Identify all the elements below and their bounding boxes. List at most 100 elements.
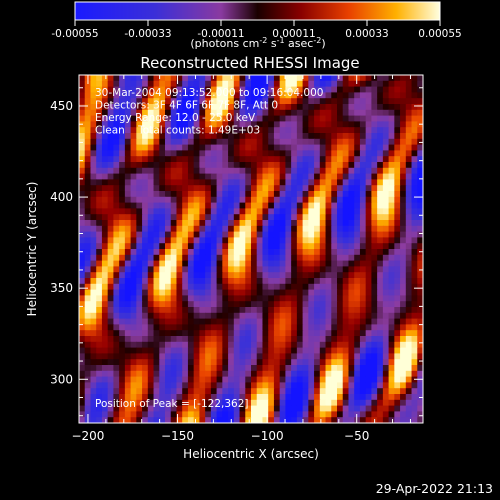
heatmap-cell: [359, 359, 367, 366]
heatmap-cell: [245, 370, 252, 378]
heatmap-cell: [113, 307, 120, 314]
heatmap-cell: [302, 208, 309, 215]
heatmap-cell: [210, 376, 218, 383]
heatmap-cell: [342, 324, 350, 331]
heatmap-cell: [319, 167, 327, 175]
heatmap-cell: [124, 243, 132, 250]
heatmap-cell: [314, 80, 321, 88]
heatmap-cell: [136, 312, 143, 320]
heatmap-cell: [279, 260, 286, 267]
heatmap-cell: [302, 173, 309, 180]
heatmap-cell: [222, 138, 229, 146]
heatmap-cell: [182, 196, 189, 204]
heatmap-cell: [205, 138, 212, 146]
heatmap-cell: [388, 202, 395, 209]
heatmap-cell: [119, 133, 126, 140]
heatmap-cell: [153, 359, 160, 366]
heatmap-cell: [342, 330, 350, 337]
heatmap-cell: [170, 353, 178, 360]
heatmap-cell: [199, 399, 206, 407]
heatmap-cell: [377, 417, 384, 423]
heatmap-cell: [319, 80, 327, 88]
heatmap-cell: [136, 365, 143, 372]
heatmap-cell: [159, 254, 166, 262]
heatmap-cell: [165, 266, 172, 273]
heatmap-cell: [291, 86, 298, 93]
heatmap-cell: [400, 382, 407, 389]
heatmap-cell: [130, 260, 137, 267]
heatmap-cell: [96, 80, 103, 88]
heatmap-cell: [90, 289, 97, 296]
heatmap-cell: [153, 341, 160, 349]
heatmap-cell: [165, 388, 172, 395]
heatmap-cell: [239, 330, 246, 337]
heatmap-cell: [337, 144, 344, 151]
heatmap-cell: [348, 417, 355, 423]
heatmap-cell: [199, 75, 206, 82]
heatmap-cell: [245, 80, 252, 88]
heatmap-cell: [256, 162, 264, 169]
heatmap-cell: [233, 191, 241, 198]
heatmap-cell: [331, 278, 338, 285]
heatmap-cell: [279, 353, 286, 360]
heatmap-cell: [285, 179, 292, 186]
heatmap-cell: [319, 278, 327, 285]
heatmap-cell: [228, 324, 235, 331]
heatmap-cell: [124, 173, 132, 180]
heatmap-cell: [268, 347, 275, 354]
heatmap-cell: [417, 301, 423, 308]
heatmap-cell: [354, 312, 361, 320]
heatmap-cell: [84, 98, 92, 105]
heatmap-cell: [153, 150, 160, 157]
heatmap-cell: [308, 162, 315, 169]
heatmap-cell: [101, 278, 109, 285]
heatmap-cell: [394, 220, 401, 227]
heatmap-cell: [124, 399, 132, 407]
heatmap-cell: [216, 127, 223, 134]
heatmap-cell: [377, 115, 384, 122]
heatmap-cell: [205, 80, 212, 88]
heatmap-cell: [348, 225, 355, 233]
heatmap-cell: [319, 388, 327, 395]
heatmap-cell: [222, 318, 229, 325]
heatmap-cell: [90, 365, 97, 372]
heatmap-cell: [354, 336, 361, 343]
heatmap-cell: [107, 260, 114, 267]
heatmap-cell: [365, 167, 372, 175]
heatmap-cell: [256, 394, 264, 401]
heatmap-cell: [291, 411, 298, 418]
heatmap-cell: [319, 104, 327, 111]
heatmap-cell: [285, 115, 292, 122]
heatmap-cell: [417, 278, 423, 285]
heatmap-cell: [205, 185, 212, 192]
heatmap-cell: [165, 167, 172, 175]
heatmap-cell: [273, 92, 281, 99]
heatmap-cell: [239, 417, 246, 423]
heatmap-cell: [354, 237, 361, 244]
heatmap-cell: [417, 220, 423, 227]
heatmap-cell: [308, 225, 315, 233]
heatmap-cell: [96, 208, 103, 215]
heatmap-cell: [165, 208, 172, 215]
heatmap-cell: [251, 399, 258, 407]
heatmap-cell: [165, 417, 172, 423]
heatmap-cell: [182, 330, 189, 337]
heatmap-cell: [205, 254, 212, 262]
heatmap-cell: [314, 254, 321, 262]
heatmap-cell: [153, 382, 160, 389]
heatmap-cell: [371, 121, 378, 128]
heatmap-cell: [187, 243, 195, 250]
heatmap-cell: [377, 80, 384, 88]
heatmap-cell: [193, 115, 200, 122]
heatmap-cell: [268, 388, 275, 395]
heatmap-cell: [90, 231, 97, 238]
heatmap-cell: [411, 295, 418, 302]
heatmap-cell: [153, 220, 160, 227]
heatmap-cell: [233, 266, 241, 273]
heatmap-cell: [136, 243, 143, 250]
heatmap-cell: [371, 208, 378, 215]
heatmap-cell: [262, 312, 269, 320]
heatmap-cell: [302, 162, 309, 169]
heatmap-cell: [228, 115, 235, 122]
heatmap-cell: [371, 312, 378, 320]
